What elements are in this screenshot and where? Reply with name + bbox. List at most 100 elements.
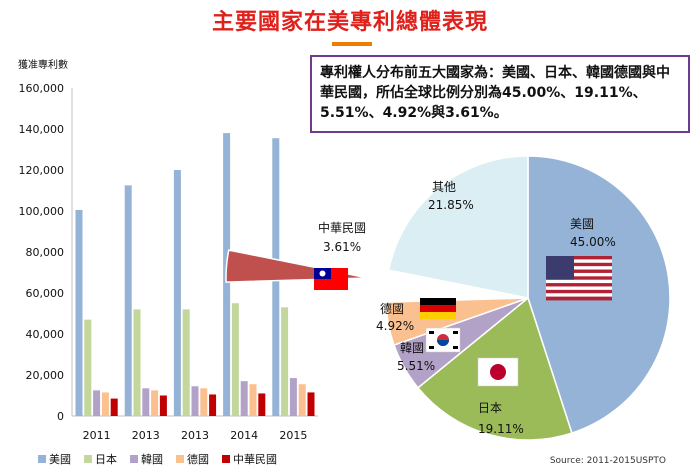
bar xyxy=(173,170,181,416)
flag-stripe xyxy=(546,293,612,298)
pie-value-label: 5.51% xyxy=(397,359,435,373)
legend-swatch xyxy=(84,455,92,463)
bar xyxy=(151,390,159,416)
x-tick-label: 2013 xyxy=(181,429,209,442)
flag-canton xyxy=(546,256,574,280)
title-underline xyxy=(332,42,372,46)
flag-stripe xyxy=(546,289,612,294)
pie-chart: 美國 45.00% 日本 19.11% 韓國 5.51% 德國 4.92% 中華民國 3.61% 其… xyxy=(225,155,671,441)
pie-value-label: 19.11% xyxy=(478,422,524,436)
y-tick-label: 160,000 xyxy=(19,82,65,95)
legend-label: 日本 xyxy=(95,452,117,466)
x-tick-label: 2013 xyxy=(132,429,160,442)
pie-label: 美國 xyxy=(570,217,594,231)
germany-flag-icon xyxy=(420,298,456,319)
flag-stripe xyxy=(546,283,612,287)
x-tick-label: 2015 xyxy=(279,429,307,442)
y-tick-label: 0 xyxy=(57,410,64,423)
legend-label: 中華民國 xyxy=(233,453,277,466)
bar xyxy=(209,394,217,416)
bar xyxy=(200,388,208,416)
legend-label: 德國 xyxy=(187,452,209,466)
bar xyxy=(75,209,83,416)
x-tick-labels: 2011 2013 2013 2014 2015 xyxy=(83,429,308,442)
flag-stripe xyxy=(546,272,612,277)
x-tick-label: 2014 xyxy=(230,429,258,442)
pie-value-label: 21.85% xyxy=(428,198,474,212)
usa-flag-icon xyxy=(546,256,612,301)
pie-slice xyxy=(387,155,529,299)
flag-trigram xyxy=(453,331,458,334)
bar-legend: 美國 日本 韓國 德國 中華民國 xyxy=(38,452,277,466)
x-tick-label: 2011 xyxy=(83,429,111,442)
y-tick-label: 60,000 xyxy=(26,287,65,300)
pie-label: 其他 xyxy=(432,180,456,194)
y-tick-labels: 0 20,000 40,000 60,000 80,000 100,000 120,000 1… xyxy=(19,82,65,423)
flag-stripe xyxy=(546,279,612,284)
bar xyxy=(182,309,190,416)
legend-label: 韓國 xyxy=(141,453,163,466)
bar xyxy=(84,319,92,416)
flag-stripe xyxy=(546,276,612,281)
pie-label: 韓國 xyxy=(400,341,424,355)
pie-value-label: 4.92% xyxy=(376,319,414,333)
bar xyxy=(298,384,306,416)
bar xyxy=(101,392,109,416)
y-tick-label: 120,000 xyxy=(19,164,65,177)
bar xyxy=(231,303,239,416)
korea-flag-icon xyxy=(425,327,461,353)
flag-stripe xyxy=(546,286,612,291)
flag-stripe xyxy=(546,296,612,301)
source-note: Source: 2011-2015USPTO xyxy=(549,456,666,466)
bar xyxy=(124,185,132,416)
bar xyxy=(281,307,289,416)
flag-trigram xyxy=(453,346,458,349)
flag-taegeuk-bottom xyxy=(437,340,449,346)
y-tick-label: 20,000 xyxy=(26,369,65,382)
legend-label: 美國 xyxy=(49,453,71,466)
japan-flag-icon xyxy=(477,357,519,387)
flag-stripe xyxy=(546,256,612,260)
bar xyxy=(142,388,150,416)
flag-band xyxy=(420,312,456,319)
legend-swatch xyxy=(130,455,138,463)
page-title: 主要國家在美專利總體表現 xyxy=(211,10,488,35)
flag-trigram xyxy=(429,346,434,349)
pie-value-label: 3.61% xyxy=(323,240,361,254)
pie-value-label: 45.00% xyxy=(570,235,616,249)
bar xyxy=(289,378,297,416)
pie-label: 日本 xyxy=(478,401,502,415)
flag-stripe xyxy=(546,259,612,264)
bar xyxy=(258,393,266,416)
flag-band xyxy=(420,305,456,312)
bar xyxy=(240,381,248,416)
flag-stripe xyxy=(546,269,612,274)
flag-band xyxy=(420,298,456,305)
y-tick-label: 40,000 xyxy=(26,328,65,341)
flag-stripe xyxy=(546,266,612,270)
taiwan-flag-icon xyxy=(314,268,348,290)
y-tick-label: 140,000 xyxy=(19,123,65,136)
legend-swatch xyxy=(38,455,46,463)
bar xyxy=(133,309,141,416)
flag-trigram xyxy=(429,331,434,334)
bar xyxy=(159,395,167,416)
pie-label: 德國 xyxy=(380,301,404,316)
y-tick-label: 100,000 xyxy=(19,205,65,218)
summary-box: 專利權人分布前五大國家為：美國、日本、韓國德國與中華民國，所佔全球比例分別為45… xyxy=(310,55,690,133)
flag-sun xyxy=(490,364,506,380)
legend-swatch xyxy=(222,455,230,463)
y-axis-label: 獲准專利數 xyxy=(18,60,68,71)
y-tick-label: 80,000 xyxy=(26,246,65,259)
bar xyxy=(307,392,315,416)
bar xyxy=(93,390,101,416)
bar xyxy=(110,398,118,416)
legend-swatch xyxy=(176,455,184,463)
flag-sun xyxy=(319,270,326,277)
bar xyxy=(249,384,257,416)
pie-label: 中華民國 xyxy=(318,220,366,235)
bar xyxy=(191,386,199,416)
bar-series xyxy=(75,133,315,416)
